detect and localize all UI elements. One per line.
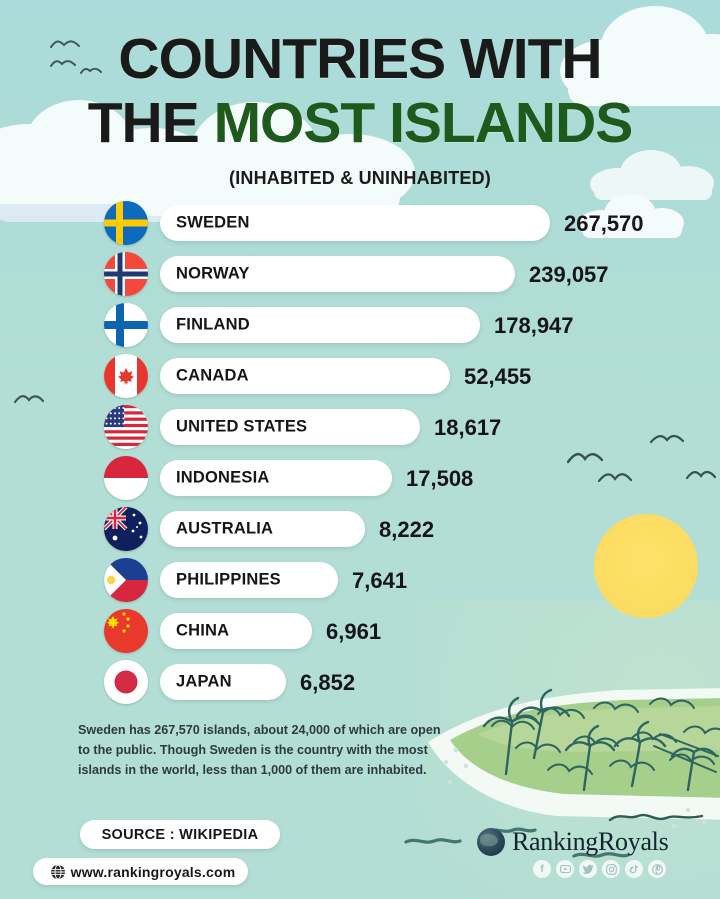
facebook-icon[interactable]: f (533, 860, 551, 878)
bird-icon (80, 66, 102, 77)
ranking-row: INDONESIA 17,508 (0, 453, 720, 504)
value-label: 239,057 (529, 261, 609, 287)
bird-icon (567, 450, 603, 468)
ranking-row: UNITED STATES 18,617 (0, 402, 720, 453)
value-label: 6,852 (300, 669, 356, 695)
country-label: FINLAND (176, 315, 250, 334)
page-title-line1: COUNTRIES WITH (118, 27, 602, 91)
country-label: SWEDEN (176, 213, 250, 232)
twitter-icon[interactable] (579, 860, 597, 878)
flag-sweden-icon (104, 201, 148, 245)
globe-logo-icon (477, 828, 505, 856)
value-label: 8,222 (379, 516, 435, 542)
source-badge: SOURCE : WIKIPEDIA (80, 820, 280, 849)
website-badge[interactable]: www.rankingroyals.com (33, 858, 248, 885)
decorative-squiggle (608, 810, 704, 831)
country-label: UNITED STATES (176, 417, 308, 436)
flag-indonesia-icon (104, 456, 148, 500)
pinterest-icon[interactable] (648, 860, 666, 878)
ranking-row: CHINA 6,961 (0, 606, 720, 657)
bar-china: CHINA (160, 613, 312, 649)
source-label: SOURCE : WIKIPEDIA (101, 826, 259, 843)
cloud-top-right (560, 0, 720, 110)
country-label: CANADA (176, 366, 249, 385)
flag-canada-icon (104, 354, 148, 398)
bird-icon (598, 470, 632, 488)
page-title-highlight: MOST ISLANDS (213, 91, 634, 155)
country-label: PHILIPPINES (176, 570, 281, 589)
bar-united-states: UNITED STATES (160, 409, 420, 445)
brand-logo-group: RankingRoyals (477, 827, 669, 857)
brand-name: RankingRoyals (512, 827, 669, 856)
ranking-row: JAPAN 6,852 (0, 657, 720, 708)
youtube-icon[interactable] (556, 860, 574, 878)
bar-canada: CANADA (160, 358, 450, 394)
bar-philippines: PHILIPPINES (160, 562, 338, 598)
flag-norway-icon (104, 252, 148, 296)
page-subtitle: (INHABITED & UNINHABITED) (229, 168, 491, 188)
value-label: 7,641 (352, 567, 408, 593)
flag-japan-icon (104, 660, 148, 704)
footnote-text: Sweden has 267,570 islands, about 24,000… (78, 723, 441, 777)
country-label: AUSTRALIA (176, 519, 274, 538)
country-label: NORWAY (176, 264, 250, 283)
sun-graphic (594, 514, 698, 618)
value-label: 267,570 (564, 210, 644, 236)
cloud-right-mid (590, 148, 720, 200)
bird-icon (650, 432, 684, 448)
value-label: 52,455 (464, 363, 532, 389)
ranking-row: NORWAY 239,057 (0, 249, 720, 300)
flag-philippines-icon (104, 558, 148, 602)
flag-united-states-icon (104, 405, 148, 449)
country-label: JAPAN (176, 672, 232, 691)
instagram-icon[interactable] (602, 860, 620, 878)
ranking-row: AUSTRALIA 8,222 (0, 504, 720, 555)
bird-icon (14, 392, 44, 406)
value-label: 178,947 (494, 312, 574, 338)
country-label: INDONESIA (176, 468, 270, 487)
bird-icon (686, 468, 716, 483)
bar-australia: AUSTRALIA (160, 511, 365, 547)
bird-icon (50, 38, 80, 52)
bar-sweden: SWEDEN (160, 205, 550, 241)
tiktok-icon[interactable] (625, 860, 643, 878)
social-links: f (533, 860, 666, 878)
island-illustration (388, 630, 720, 870)
ranking-row: PHILIPPINES 7,641 (0, 555, 720, 606)
bar-japan: JAPAN (160, 664, 286, 700)
bar-finland: FINLAND (160, 307, 480, 343)
bird-icon (50, 58, 76, 70)
bar-indonesia: INDONESIA (160, 460, 392, 496)
country-ranking-list: SWEDEN 267,570 NORWAY 239,057 FINLAND 178,947… (0, 198, 720, 708)
bar-norway: NORWAY (160, 256, 515, 292)
ranking-row: CANADA 52,455 (0, 351, 720, 402)
ranking-row: FINLAND 178,947 (0, 300, 720, 351)
page-title-the: THE (87, 91, 200, 155)
flag-australia-icon (104, 507, 148, 551)
cloud-right-small (578, 192, 688, 238)
value-label: 17,508 (406, 465, 474, 491)
flag-china-icon (104, 609, 148, 653)
flag-finland-icon (104, 303, 148, 347)
value-label: 18,617 (434, 414, 502, 440)
country-label: CHINA (176, 621, 230, 640)
value-label: 6,961 (326, 618, 382, 644)
globe-icon (50, 864, 66, 880)
page-title-line2: THE MOST ISLANDS (0, 95, 720, 152)
ranking-row: SWEDEN 267,570 (0, 198, 720, 249)
website-label: www.rankingroyals.com (70, 863, 236, 880)
